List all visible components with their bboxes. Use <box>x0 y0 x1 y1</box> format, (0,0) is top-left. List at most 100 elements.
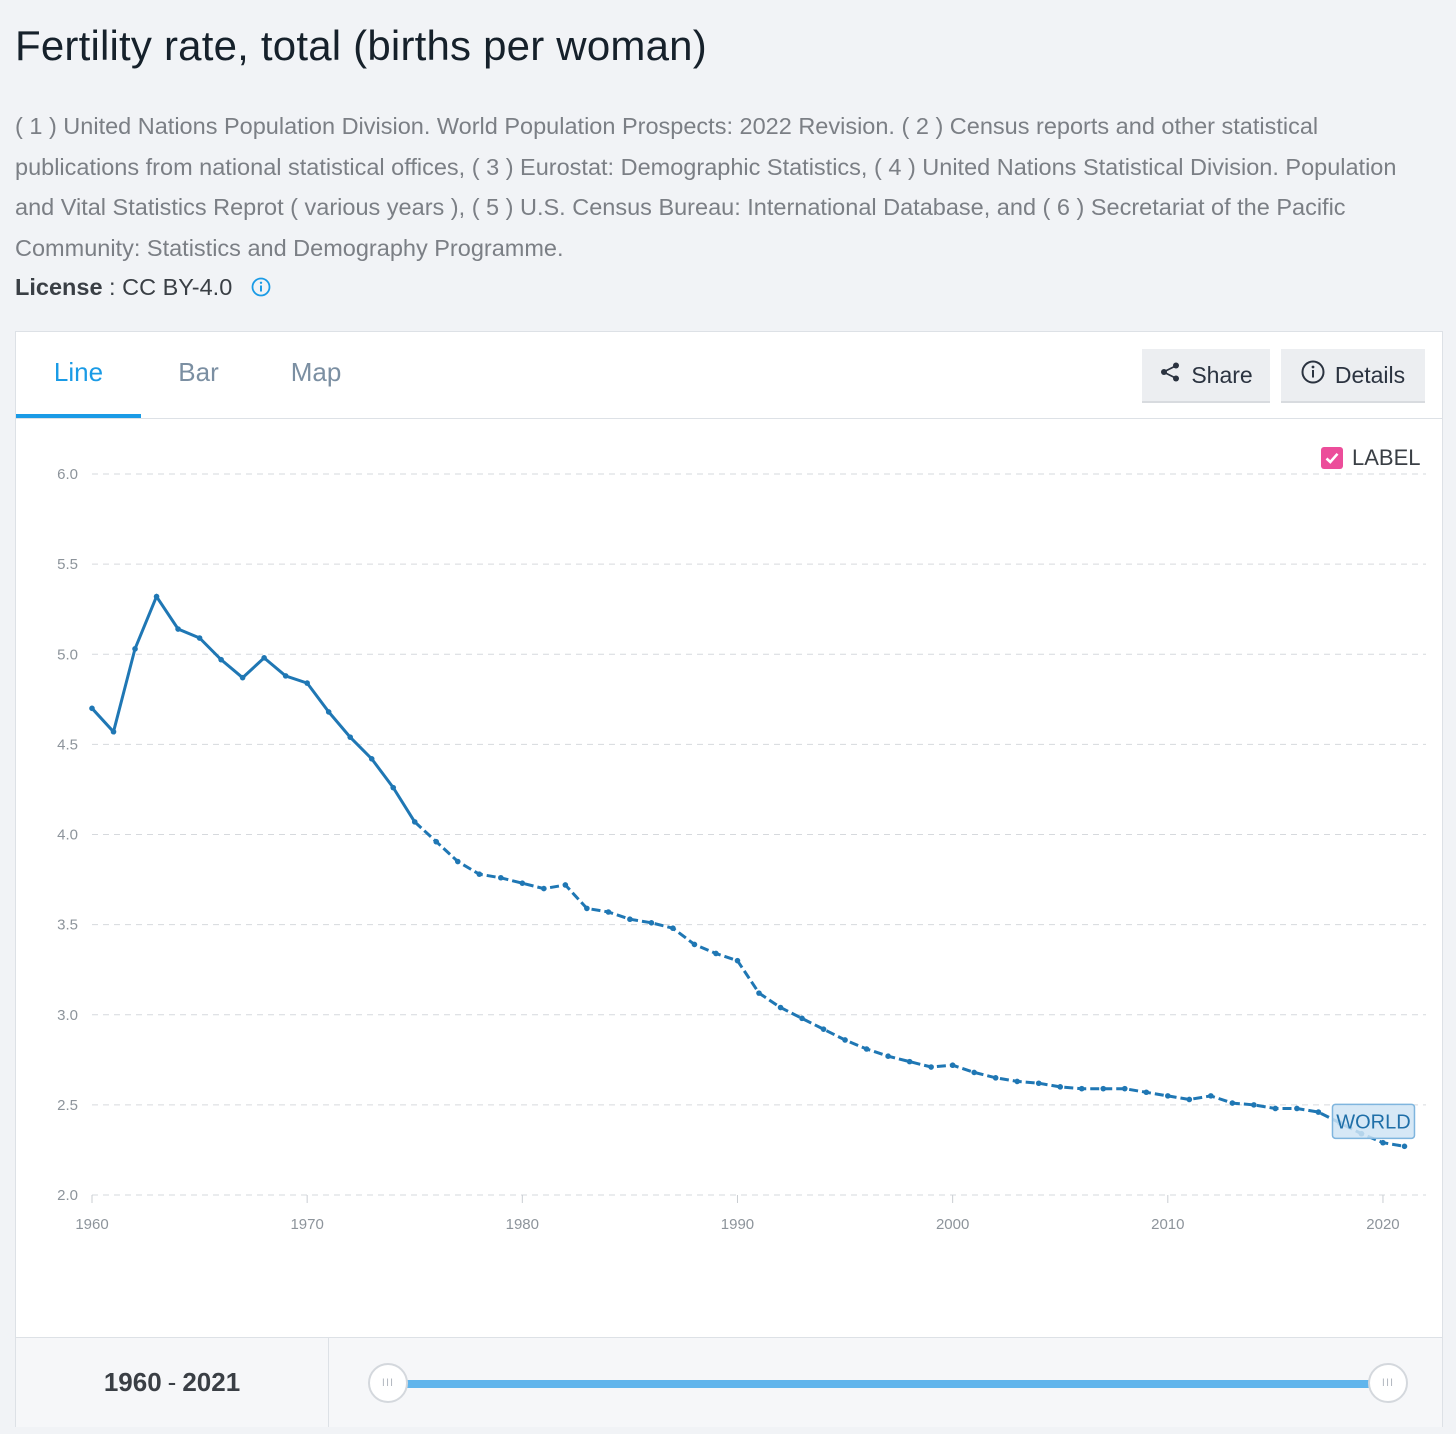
x-tick-label: 1980 <box>506 1216 539 1233</box>
series-line-world-dashed[interactable] <box>413 820 1405 1148</box>
data-point[interactable] <box>1078 1085 1085 1092</box>
info-icon[interactable] <box>251 276 271 303</box>
data-point[interactable] <box>89 705 95 712</box>
x-tick-label: 1960 <box>75 1216 108 1233</box>
data-point[interactable] <box>1208 1093 1214 1099</box>
data-point[interactable] <box>734 957 741 964</box>
data-point[interactable] <box>1380 1139 1386 1146</box>
source-note: ( 1 ) United Nations Population Division… <box>15 113 1397 262</box>
data-point[interactable] <box>949 1062 956 1069</box>
data-point[interactable] <box>1121 1085 1128 1092</box>
details-info-icon <box>1301 360 1325 390</box>
tab-map[interactable]: Map <box>290 357 342 387</box>
x-tick-label: 1990 <box>721 1216 754 1233</box>
y-tick-label: 3.0 <box>57 1007 78 1024</box>
data-point[interactable] <box>239 674 246 681</box>
data-point[interactable] <box>1251 1102 1257 1108</box>
data-point[interactable] <box>1401 1143 1408 1150</box>
data-point[interactable] <box>175 626 181 632</box>
data-point[interactable] <box>1315 1109 1322 1115</box>
data-point[interactable] <box>433 838 440 845</box>
data-point[interactable] <box>1272 1105 1279 1112</box>
year-slider-track[interactable] <box>389 1380 1389 1388</box>
data-point[interactable] <box>476 871 483 877</box>
y-tick-label: 4.5 <box>57 736 78 753</box>
data-point[interactable] <box>454 858 461 865</box>
series-line-world[interactable] <box>90 593 416 823</box>
data-point[interactable] <box>390 784 397 791</box>
license-line: License : CC BY-4.0 <box>15 274 271 303</box>
data-point[interactable] <box>153 593 160 600</box>
data-point[interactable] <box>498 874 504 881</box>
data-point[interactable] <box>1035 1080 1042 1087</box>
slider-start-handle[interactable]: III <box>368 1363 408 1403</box>
y-tick-label: 2.0 <box>57 1187 78 1204</box>
data-point[interactable] <box>196 635 203 641</box>
data-point[interactable] <box>261 655 267 661</box>
data-point[interactable] <box>1294 1105 1300 1112</box>
y-tick-label: 5.5 <box>57 556 78 573</box>
details-button[interactable]: Details <box>1281 349 1425 403</box>
license-value: CC BY-4.0 <box>122 274 233 300</box>
data-point[interactable] <box>627 916 633 923</box>
data-point[interactable] <box>971 1069 977 1076</box>
data-point[interactable] <box>584 905 590 912</box>
data-point[interactable] <box>863 1046 870 1052</box>
data-point[interactable] <box>670 925 676 932</box>
label-toggle-text: LABEL <box>1352 445 1421 470</box>
slider-end-handle[interactable]: III <box>1368 1363 1408 1403</box>
y-tick-label: 5.0 <box>57 646 78 663</box>
license-label: License <box>15 274 103 300</box>
data-point[interactable] <box>605 909 612 915</box>
line-chart: 6.0 5.5 5.0 4.5 4.0 3.5 3.0 2.5 2.0 1960 1970 1980 1… <box>57 466 1426 1233</box>
data-point[interactable] <box>777 1004 784 1011</box>
data-point[interactable] <box>906 1058 913 1065</box>
data-point[interactable] <box>756 990 762 996</box>
data-point[interactable] <box>1229 1100 1236 1106</box>
data-point[interactable] <box>885 1053 891 1060</box>
data-point[interactable] <box>842 1037 848 1043</box>
chart-type-tabs: Line Bar Map Share Details <box>16 332 1442 419</box>
y-tick-label: 4.0 <box>57 827 78 844</box>
x-tick-label: 2010 <box>1151 1216 1184 1233</box>
data-point[interactable] <box>992 1075 999 1081</box>
data-point[interactable] <box>304 680 310 686</box>
data-point[interactable] <box>519 880 526 886</box>
data-point[interactable] <box>541 885 547 892</box>
data-point[interactable] <box>218 656 224 663</box>
data-point[interactable] <box>282 673 289 679</box>
label-toggle[interactable]: LABEL <box>1321 445 1421 471</box>
data-point[interactable] <box>648 920 655 926</box>
year-range-bar: 1960 - 2021 III III <box>16 1337 1442 1427</box>
data-point[interactable] <box>1014 1078 1020 1085</box>
data-point[interactable] <box>1165 1093 1171 1099</box>
data-point[interactable] <box>110 728 117 735</box>
data-point[interactable] <box>132 646 138 652</box>
data-point[interactable] <box>325 709 332 715</box>
tab-line[interactable]: Line <box>16 332 141 418</box>
data-point[interactable] <box>928 1064 934 1070</box>
x-tick-label: 2000 <box>936 1216 969 1233</box>
data-point[interactable] <box>820 1026 827 1032</box>
label-checkbox[interactable] <box>1321 447 1343 469</box>
page-title: Fertility rate, total (births per woman) <box>15 22 707 69</box>
data-point[interactable] <box>1143 1089 1150 1096</box>
data-point[interactable] <box>1057 1084 1064 1090</box>
data-point[interactable] <box>799 1015 805 1022</box>
series-label-text: WORLD <box>1336 1111 1410 1133</box>
data-point[interactable] <box>411 819 418 825</box>
data-point[interactable] <box>347 734 353 740</box>
data-point[interactable] <box>1100 1085 1107 1092</box>
data-point[interactable] <box>368 755 375 762</box>
data-point[interactable] <box>1186 1096 1193 1103</box>
data-point[interactable] <box>691 941 698 948</box>
x-tick-label: 2020 <box>1366 1216 1399 1233</box>
data-point[interactable] <box>562 882 569 888</box>
details-label: Details <box>1334 361 1406 388</box>
data-point[interactable] <box>713 950 719 957</box>
share-icon <box>1159 361 1181 389</box>
y-tick-label: 3.5 <box>57 917 78 934</box>
share-button[interactable]: Share <box>1142 349 1270 403</box>
tab-bar[interactable]: Bar <box>178 357 219 387</box>
y-tick-label: 2.5 <box>57 1097 78 1114</box>
